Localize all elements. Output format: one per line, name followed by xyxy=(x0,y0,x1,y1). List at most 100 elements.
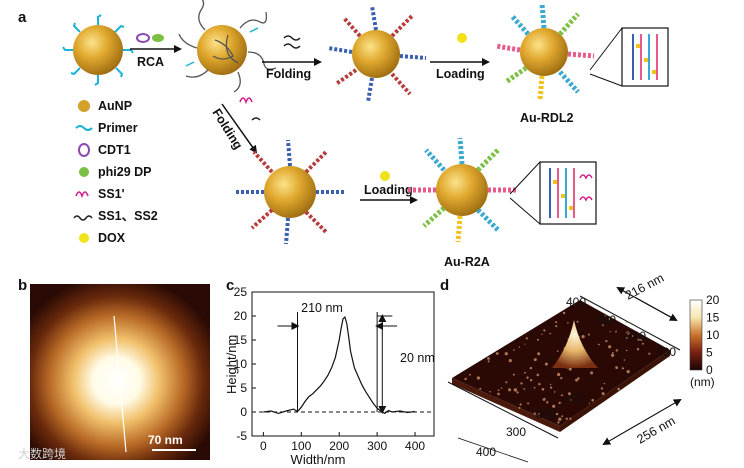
step-loading-lower-label: Loading xyxy=(364,183,413,197)
ss1-icon xyxy=(283,35,301,41)
panel-label-a: a xyxy=(18,9,27,26)
surface-grain xyxy=(558,417,562,421)
surface-grain xyxy=(533,386,536,389)
x-axis-label: Width/nm xyxy=(291,452,346,467)
ss1-ss2-strand-icon xyxy=(73,215,93,221)
surface-grain xyxy=(508,388,512,392)
surface-grain xyxy=(631,335,634,337)
d-right-tick-400: 400 xyxy=(476,445,496,459)
x-tick-label: 0 xyxy=(260,439,267,453)
colorbar-unit: (nm) xyxy=(690,375,715,389)
surface-grain xyxy=(558,401,561,405)
surface-grain xyxy=(555,412,559,416)
d-right-tick-200: 200 xyxy=(536,407,556,421)
surface-grain xyxy=(623,359,626,361)
surface-grain xyxy=(570,399,572,401)
surface-grain xyxy=(519,403,522,406)
circular-template-icon xyxy=(78,143,90,157)
surface-grain xyxy=(641,342,644,345)
surface-grain xyxy=(640,338,643,341)
surface-grain xyxy=(513,388,518,392)
surface-grain xyxy=(553,391,556,393)
surface-grain xyxy=(544,362,548,366)
surface-grain xyxy=(541,333,543,336)
legend-item-phi29: phi29 DP xyxy=(98,165,152,179)
legend-item-primer: Primer xyxy=(98,121,138,135)
surface-grain xyxy=(489,390,491,393)
surface-grain xyxy=(577,377,580,380)
surface-grain xyxy=(469,373,471,376)
surface-grain xyxy=(604,315,607,317)
surface-grain xyxy=(598,343,600,346)
cdt1-icon xyxy=(136,33,150,43)
zoom-inset-upper xyxy=(589,27,669,87)
surface-grain xyxy=(590,371,594,375)
surface-grain xyxy=(487,357,490,360)
surface-grain xyxy=(555,321,558,324)
surface-grain xyxy=(518,346,521,348)
surface-grain xyxy=(536,373,540,377)
y-tick-label: 5 xyxy=(240,381,247,395)
au-r2a-structure: Au-R2A xyxy=(408,137,516,269)
surface-grain xyxy=(601,392,605,396)
x-tick-label: 300 xyxy=(367,439,387,453)
d-left-tick-200: 200 xyxy=(626,329,646,343)
surface-grain xyxy=(600,387,604,390)
surface-grain xyxy=(513,349,515,351)
surface-grain xyxy=(533,358,537,362)
d-right-tick-100: 100 xyxy=(564,391,584,405)
surface-grain xyxy=(648,352,651,355)
surface-grain xyxy=(637,338,640,341)
d-left-tick-100: 100 xyxy=(656,345,676,359)
ss2-icon xyxy=(283,43,301,49)
surface-grain xyxy=(603,382,606,385)
y-tick-label: 0 xyxy=(240,405,247,419)
surface-grain xyxy=(626,337,629,340)
step-rca-label: RCA xyxy=(137,55,164,69)
colorbar-tick-label: 10 xyxy=(706,328,720,342)
surface-grain xyxy=(464,377,467,381)
surface-grain xyxy=(615,330,617,333)
surface-grain xyxy=(626,370,630,374)
y-tick-label: 10 xyxy=(234,357,248,371)
colorbar-tick-label: 20 xyxy=(706,293,720,307)
height-profile-chart: 0 100 200 300 400 -5 0 5 10 15 20 25 xyxy=(234,285,435,453)
surface-grain xyxy=(497,389,500,391)
surface-grain xyxy=(512,373,515,376)
au-rdl2-structure: Au-RDL2 xyxy=(495,3,595,125)
surface-grain xyxy=(504,352,508,356)
surface-grain xyxy=(537,338,539,341)
surface-grain xyxy=(581,335,585,339)
surface-grain xyxy=(608,318,611,321)
surface-grain xyxy=(495,352,499,355)
height-annotation: 20 nm xyxy=(400,351,435,365)
y-axis-label: Height/nm xyxy=(224,335,239,394)
surface-grain xyxy=(567,322,569,324)
surface-grain xyxy=(546,401,549,404)
legend-item-cdt1: CDT1 xyxy=(98,143,131,157)
surface-grain xyxy=(525,337,528,340)
folded-structure-upper xyxy=(327,5,427,103)
legend-item-ss1-ss2: SS1、SS2 xyxy=(98,209,158,223)
panel-label-b: b xyxy=(18,277,27,294)
surface-grain xyxy=(625,349,628,352)
surface-grain xyxy=(615,366,618,369)
surface-grain xyxy=(569,417,572,420)
surface-grain xyxy=(565,417,568,420)
surface-grain xyxy=(552,404,556,408)
surface-grain xyxy=(524,343,526,345)
surface-grain xyxy=(636,348,640,351)
surface-grain xyxy=(568,367,572,371)
x-tick-label: 400 xyxy=(405,439,425,453)
surface-grain xyxy=(549,332,552,335)
surface-grain xyxy=(487,360,490,363)
surface-grain xyxy=(576,320,579,323)
surface-grain xyxy=(541,388,545,391)
profile-line xyxy=(113,315,127,453)
folded-structure-lower xyxy=(236,139,344,245)
surface-grain xyxy=(476,376,480,380)
surface-grain xyxy=(561,415,564,418)
colorbar-ticks: 20 15 10 5 0 xyxy=(706,293,720,377)
y-tick-label: 20 xyxy=(234,309,248,323)
